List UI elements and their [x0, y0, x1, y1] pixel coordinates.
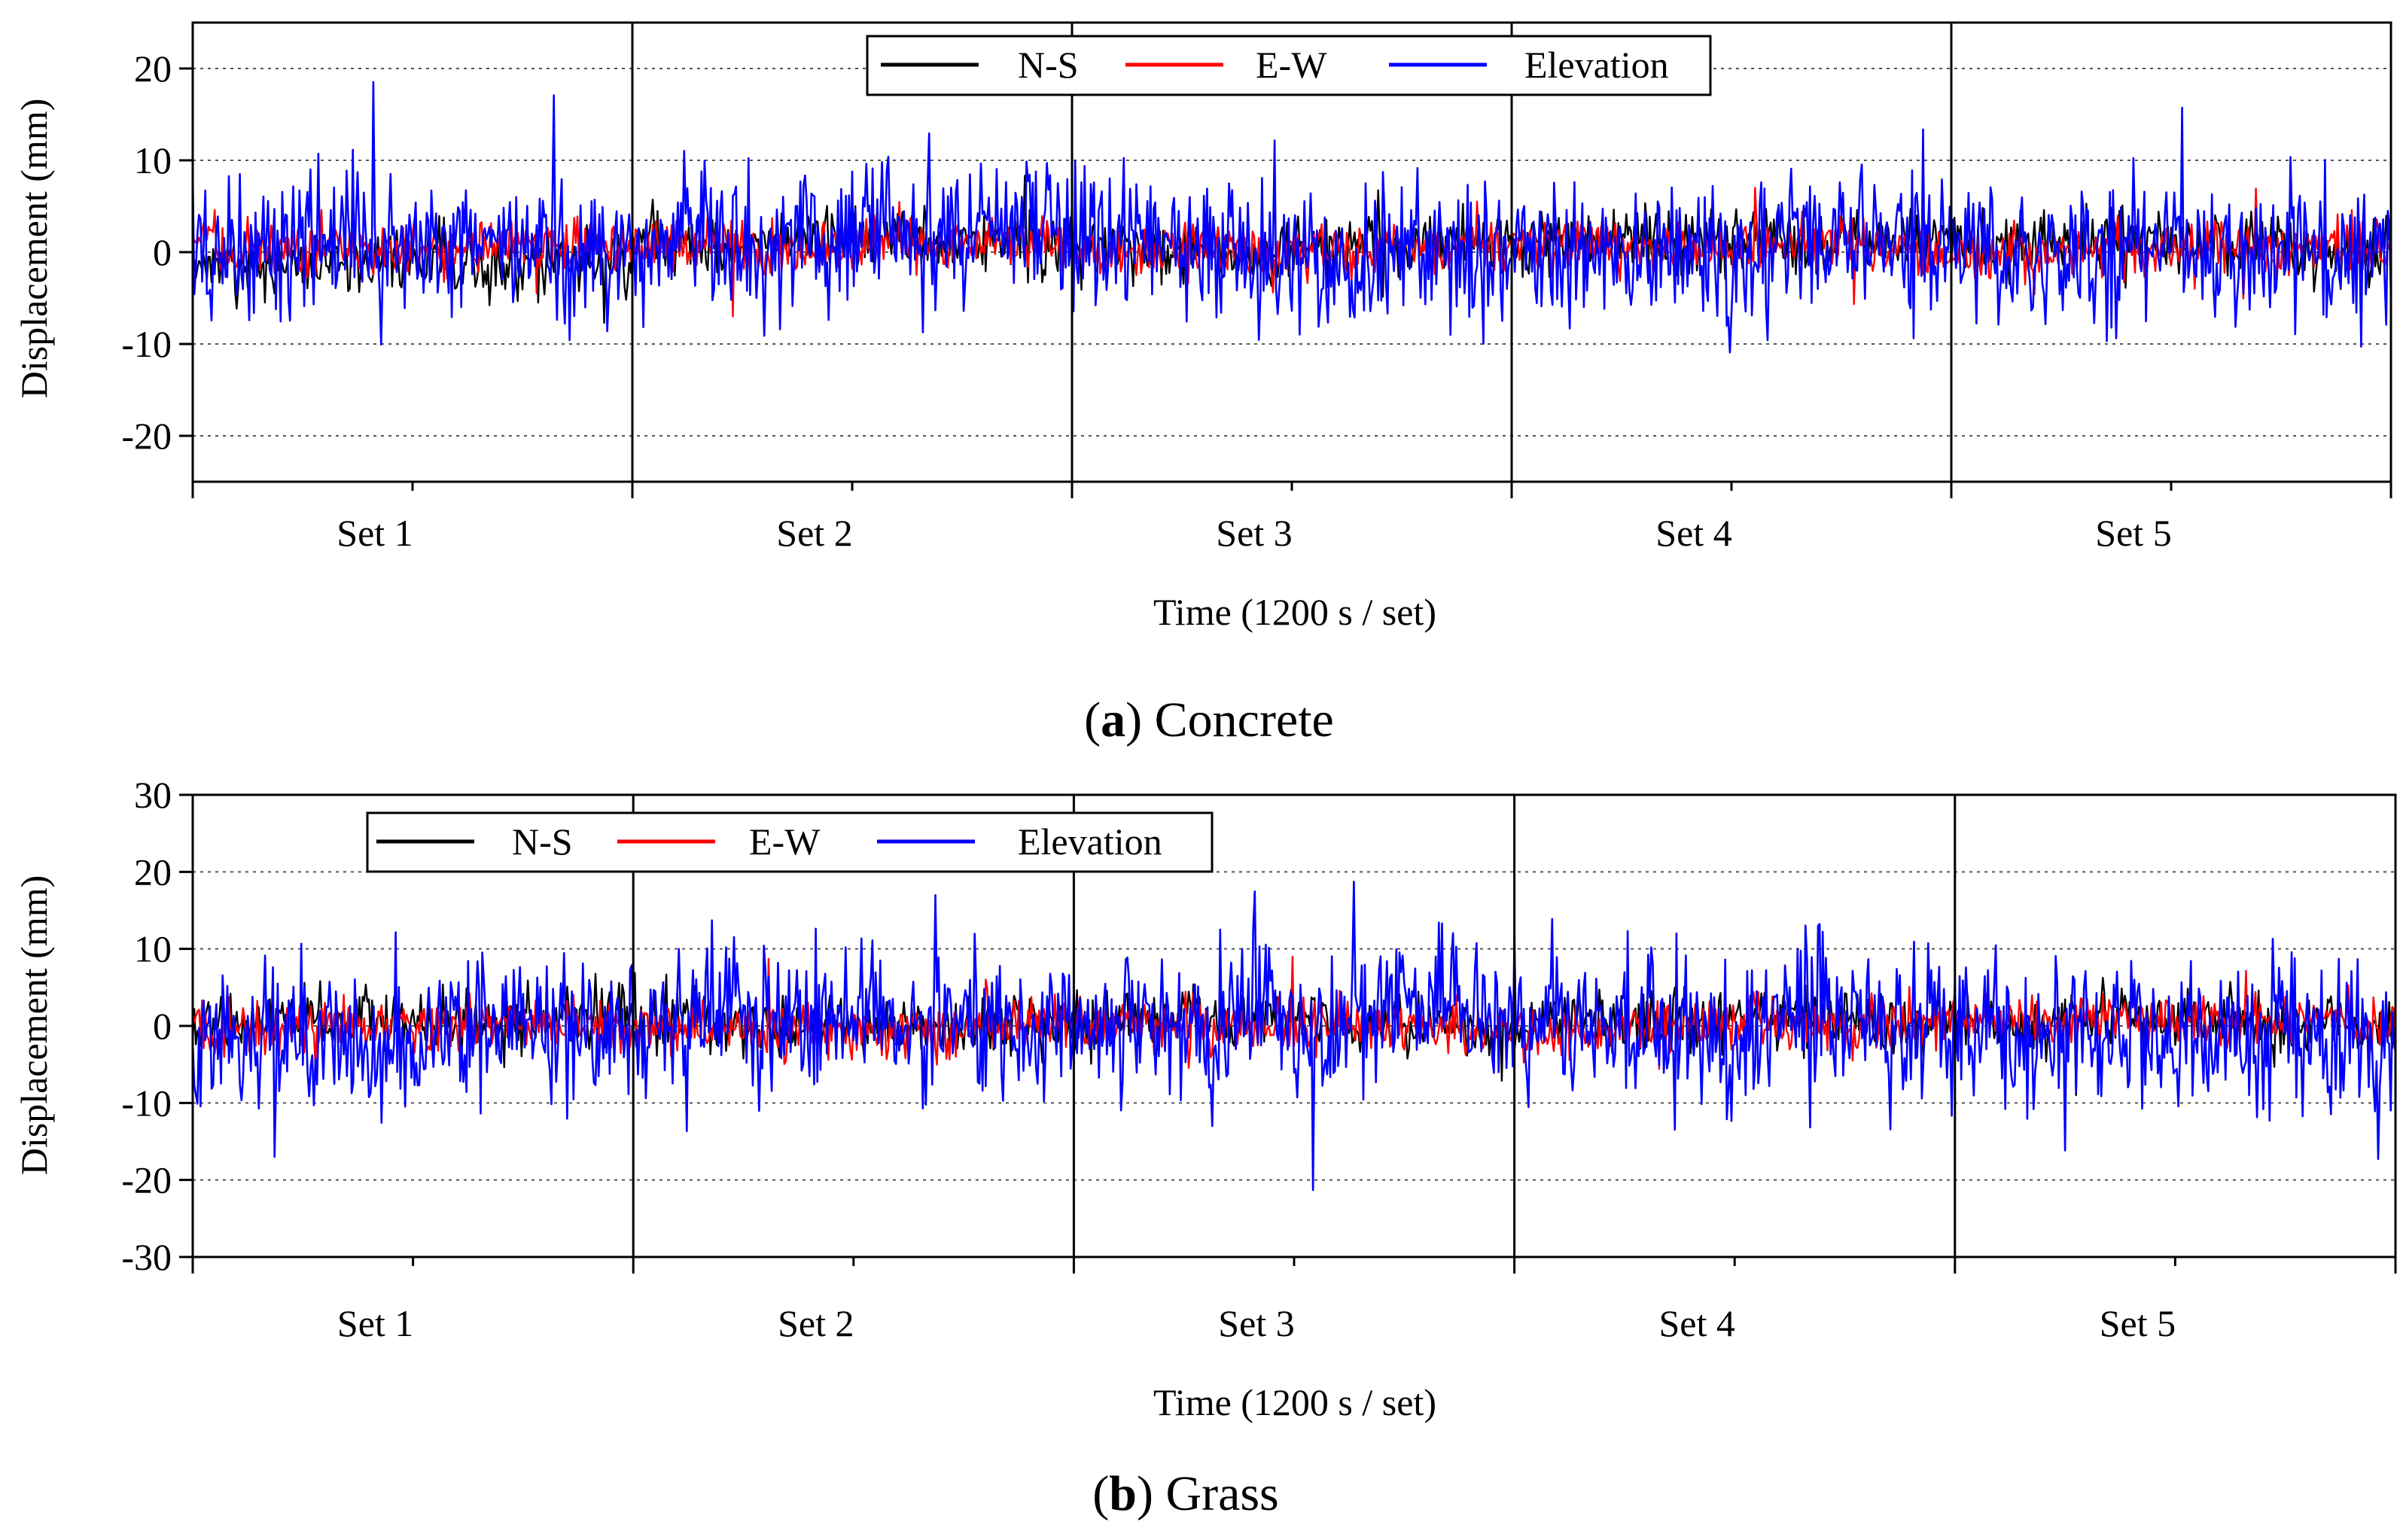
- a-series-elevation: [191, 81, 2392, 354]
- b-legend: N-S E-W Elevation: [366, 811, 1214, 873]
- b-legend-label-ns: N-S: [512, 820, 573, 863]
- b-set-label: Set 1: [337, 1302, 413, 1344]
- b-y-tick-label: -20: [121, 1159, 172, 1201]
- a-y-tick-label: -20: [121, 415, 172, 457]
- a-x-axis-title: Time (1200 s / set): [1153, 591, 1436, 633]
- a-set-label: Set 4: [1655, 512, 1731, 554]
- b-y-tick-label: 10: [134, 928, 172, 970]
- a-caption-letter: a: [1101, 692, 1125, 747]
- a-caption: (a) Concrete: [1084, 692, 1334, 747]
- b-y-tick-label: -10: [121, 1082, 172, 1124]
- b-y-ticks: 30 20 10 0 -10 -20 -30: [121, 774, 193, 1278]
- b-y-tick-label: -30: [121, 1236, 172, 1278]
- a-set-label: Set 3: [1216, 512, 1292, 554]
- b-legend-label-ew: E-W: [749, 820, 821, 863]
- b-set-label: Set 5: [2100, 1302, 2176, 1344]
- b-y-tick-label: 20: [134, 851, 172, 893]
- b-caption-text: Grass: [1165, 1466, 1278, 1521]
- a-y-tick-label: 20: [134, 47, 172, 90]
- a-legend-label-elev: Elevation: [1524, 44, 1669, 86]
- b-x-axis-title: Time (1200 s / set): [1153, 1381, 1436, 1423]
- b-y-axis-title: Displacement (mm): [13, 875, 55, 1176]
- a-y-tick-label: 10: [134, 139, 172, 181]
- a-y-tick-label: -10: [121, 323, 172, 365]
- a-legend: N-S E-W Elevation: [866, 35, 1712, 96]
- a-data-traces: [191, 81, 2392, 354]
- b-legend-label-elev: Elevation: [1018, 820, 1162, 863]
- a-y-axis-title: Displacement (mm): [13, 99, 55, 399]
- panel-a-concrete: 20 10 0 -10 -20 Set 1 Set 2 Set 3 Set 4 Set 5 Di…: [13, 21, 2392, 747]
- a-set-labels: Set 1 Set 2 Set 3 Set 4 Set 5: [337, 512, 2171, 554]
- b-y-tick-label: 0: [153, 1005, 172, 1047]
- b-y-tick-label: 30: [134, 774, 172, 816]
- a-set-label: Set 5: [2095, 512, 2171, 554]
- b-set-label: Set 3: [1218, 1302, 1294, 1344]
- a-y-ticks: 20 10 0 -10 -20: [121, 47, 193, 457]
- b-caption-letter: b: [1109, 1466, 1137, 1521]
- a-set-label: Set 1: [337, 512, 413, 554]
- b-legend-box: [366, 811, 1214, 873]
- a-y-tick-label: 0: [153, 231, 172, 273]
- a-caption-text: Concrete: [1155, 692, 1334, 747]
- b-caption: (b) Grass: [1092, 1466, 1279, 1521]
- a-legend-label-ns: N-S: [1018, 44, 1079, 86]
- b-set-label: Set 4: [1658, 1302, 1734, 1344]
- b-set-label: Set 2: [778, 1302, 854, 1344]
- a-legend-label-ew: E-W: [1256, 44, 1327, 86]
- b-set-labels: Set 1 Set 2 Set 3 Set 4 Set 5: [337, 1302, 2176, 1344]
- b-series-elevation: [191, 881, 2397, 1192]
- a-set-label: Set 2: [776, 512, 852, 554]
- a-legend-box: [866, 35, 1712, 96]
- b-data-traces: [191, 881, 2397, 1192]
